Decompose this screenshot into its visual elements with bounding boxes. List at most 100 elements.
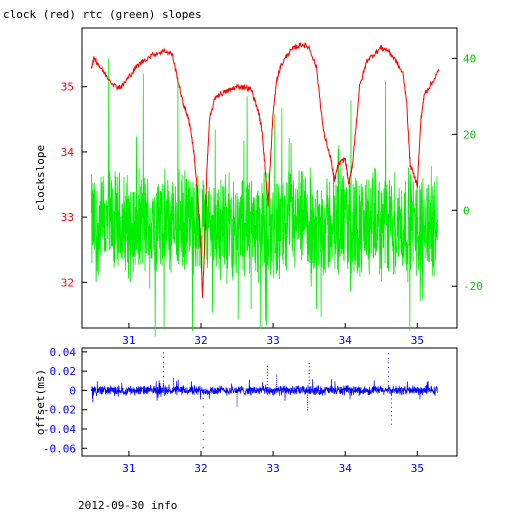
offset-outlier-point [202, 406, 204, 408]
offset-outlier-point [266, 374, 268, 376]
offset-outlier-point [308, 389, 310, 391]
offset-outlier-point [308, 369, 310, 371]
offset-outlier-point [307, 397, 309, 399]
bottom-y-tick-label: 0.02 [50, 365, 77, 378]
offset-outlier-point [162, 375, 164, 377]
offset-outlier-point [236, 393, 238, 395]
offset-outlier-point [390, 419, 392, 421]
chart-title: clock (red) rtc (green) slopes [3, 8, 202, 21]
offset-outlier-point [92, 401, 94, 403]
offset-outlier-point [173, 382, 175, 384]
offset-outlier-point [307, 406, 309, 408]
bottom-x-tick-label: 34 [339, 462, 353, 475]
bottom-y-axis-label: offset(ms) [34, 369, 47, 435]
offset-outlier-point [92, 391, 94, 393]
bottom-x-tick-label: 35 [411, 462, 424, 475]
offset-outlier-point [266, 389, 268, 391]
offset-outlier-point [387, 380, 389, 382]
offset-outlier-point [202, 455, 204, 457]
offset-outlier-point [236, 395, 238, 397]
top-y2-tick-label: 20 [463, 128, 476, 141]
offset-outlier-point [276, 382, 278, 384]
offset-outlier-point [202, 389, 204, 391]
offset-outlier-point [202, 414, 204, 416]
bottom-y-tick-label: -0.04 [43, 423, 76, 436]
bottom-panel: 31 32 33 34 35 0.04 0.02 0 -0.02 -0.04 -0.06 offs… [34, 346, 458, 475]
top-x-tick-label: 34 [339, 334, 353, 347]
offset-outlier-point [390, 398, 392, 400]
top-plot-frame [81, 27, 458, 329]
bottom-x-axis: 31 32 33 34 35 [122, 451, 424, 475]
offset-outlier-point [202, 447, 204, 449]
offset-outlier-point [390, 423, 392, 425]
bottom-y-tick-label: 0 [69, 384, 76, 397]
offset-outlier-point [202, 430, 204, 432]
offset-outlier-point [276, 376, 278, 378]
offset-outlier-point [173, 385, 175, 387]
offset-series [91, 352, 438, 457]
offset-outlier-point [162, 357, 164, 359]
offset-outlier-point [92, 398, 94, 400]
offset-outlier-point [308, 383, 310, 385]
rtc-slope-line [91, 58, 438, 337]
offset-outlier-point [236, 397, 238, 399]
offset-outlier-point [307, 399, 309, 401]
offset-outlier-point [92, 389, 94, 391]
offset-outlier-point [92, 392, 94, 394]
offset-outlier-point [266, 365, 268, 367]
offset-outlier-point [162, 380, 164, 382]
offset-outlier-point [236, 405, 238, 407]
offset-outlier-point [236, 399, 238, 401]
offset-outlier-point [390, 415, 392, 417]
top-y-axis-left: 32 33 34 35 [61, 81, 87, 289]
offset-outlier-point [307, 404, 309, 406]
offset-outlier-point [390, 406, 392, 408]
offset-outlier-point [266, 383, 268, 385]
offset-outlier-point [266, 371, 268, 373]
offset-outlier-point [162, 389, 164, 391]
top-x-tick-label: 33 [266, 334, 279, 347]
offset-outlier-point [387, 357, 389, 359]
offset-outlier-point [276, 380, 278, 382]
top-y-axis-right: -20 0 20 40 [452, 52, 483, 293]
offset-outlier-point [276, 384, 278, 386]
offset-outlier-point [162, 385, 164, 387]
offset-outlier-point [276, 378, 278, 380]
offset-outlier-point [308, 366, 310, 368]
clock-slope-line [90, 41, 440, 298]
offset-outlier-point [92, 395, 94, 397]
offset-outlier-point [390, 411, 392, 413]
offset-band [91, 379, 438, 401]
offset-outlier-point [173, 379, 175, 381]
offset-outlier-point [387, 362, 389, 364]
bottom-y-tick-label: -0.02 [43, 404, 76, 417]
clock-series [90, 41, 440, 298]
top-x-tick-label: 32 [194, 334, 207, 347]
footer-date: 2012-09-30 info [78, 499, 177, 512]
bottom-x-tick-label: 31 [122, 462, 135, 475]
offset-outlier-point [92, 397, 94, 399]
offset-outlier-point [92, 394, 94, 396]
offset-outlier-point [308, 376, 310, 378]
top-y2-tick-label: -20 [463, 280, 483, 293]
bottom-x-tick-label: 32 [194, 462, 207, 475]
offset-outlier-point [387, 353, 389, 355]
offset-outlier-point [202, 398, 204, 400]
offset-outlier-point [276, 388, 278, 389]
top-y-tick-label: 32 [61, 276, 74, 289]
offset-outlier-point [387, 376, 389, 378]
offset-outlier-point [390, 402, 392, 404]
bottom-x-tick-label: 33 [266, 462, 279, 475]
rtc-series [91, 58, 438, 337]
top-y2-tick-label: 0 [463, 204, 470, 217]
offset-outlier-point [307, 389, 309, 391]
offset-outlier-point [308, 362, 310, 364]
offset-outlier-point [236, 391, 238, 393]
top-panel: 31 32 33 34 35 32 33 34 35 -20 0 20 40 clockslope [34, 27, 483, 347]
offset-outlier-point [173, 387, 175, 389]
offset-outlier-point [276, 389, 278, 391]
top-x-tick-label: 35 [411, 334, 424, 347]
offset-outlier-point [308, 379, 310, 381]
offset-outlier-point [266, 377, 268, 379]
offset-outlier-point [173, 388, 175, 390]
